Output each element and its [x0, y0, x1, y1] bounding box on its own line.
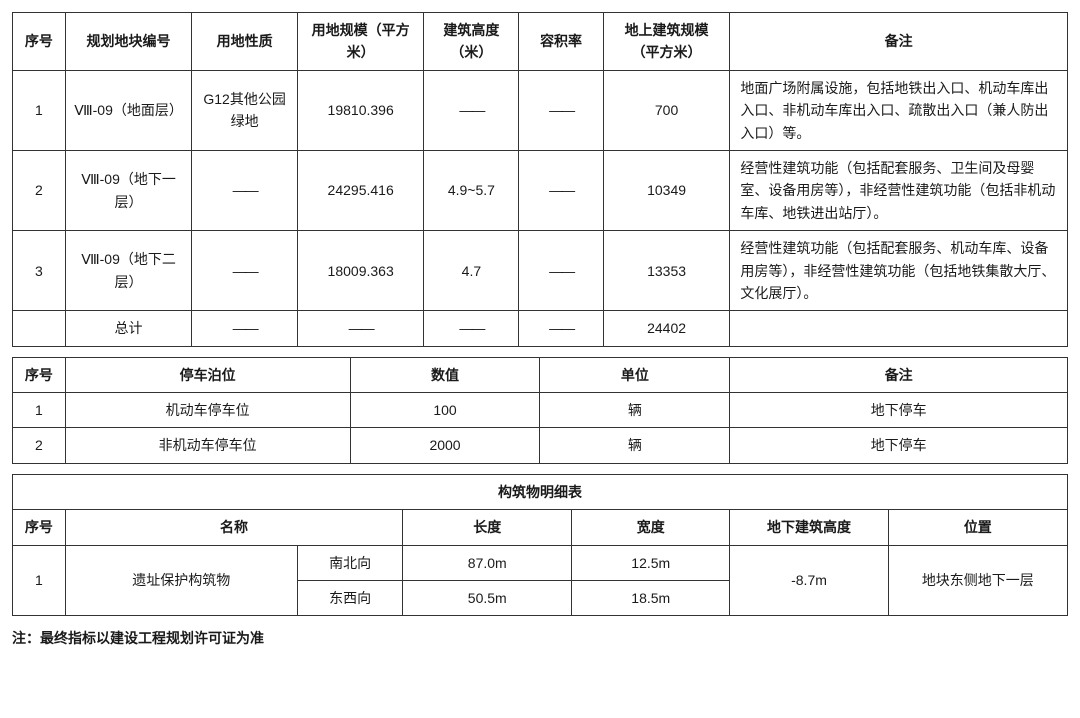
cell-seq: 2: [13, 150, 66, 230]
table-row: 2 Ⅷ-09（地下一层） —— 24295.416 4.9~5.7 —— 103…: [13, 150, 1068, 230]
table-header-row: 序号 停车泊位 数值 单位 备注: [13, 357, 1068, 392]
cell-value: 2000: [350, 428, 540, 463]
col-position: 位置: [888, 510, 1067, 545]
col-seq: 序号: [13, 13, 66, 71]
cell-floorarea: 13353: [603, 231, 730, 311]
cell-total-landuse: ——: [192, 311, 298, 346]
cell-width: 12.5m: [572, 545, 730, 580]
cell-remarks: 地下停车: [730, 428, 1068, 463]
cell-seq: 1: [13, 545, 66, 616]
cell-name: 遗址保护构筑物: [65, 545, 297, 616]
cell-seq: 1: [13, 70, 66, 150]
cell-remarks: 经营性建筑功能（包括配套服务、卫生间及母婴室、设备用房等），非经营性建筑功能（包…: [730, 150, 1068, 230]
cell-seq: 2: [13, 428, 66, 463]
col-parking: 停车泊位: [65, 357, 350, 392]
col-far: 容积率: [519, 13, 603, 71]
col-length: 长度: [403, 510, 572, 545]
cell-floorarea: 700: [603, 70, 730, 150]
cell-total-landarea: ——: [297, 311, 424, 346]
cell-position: 地块东侧地下一层: [888, 545, 1067, 616]
cell-parking: 非机动车停车位: [65, 428, 350, 463]
col-width: 宽度: [572, 510, 730, 545]
table-total-row: 总计 —— —— —— —— 24402: [13, 311, 1068, 346]
table-row: 1 遗址保护构筑物 南北向 87.0m 12.5m -8.7m 地块东侧地下一层: [13, 545, 1068, 580]
cell-ugheight: -8.7m: [730, 545, 888, 616]
cell-far: ——: [519, 231, 603, 311]
land-use-table: 序号 规划地块编号 用地性质 用地规模（平方米） 建筑高度（米） 容积率 地上建…: [12, 12, 1068, 347]
cell-remarks: 经营性建筑功能（包括配套服务、机动车库、设备用房等），非经营性建筑功能（包括地铁…: [730, 231, 1068, 311]
cell-total-height: ——: [424, 311, 519, 346]
col-remarks: 备注: [730, 357, 1068, 392]
cell-landuse: G12其他公园绿地: [192, 70, 298, 150]
col-seq: 序号: [13, 510, 66, 545]
cell-landuse: ——: [192, 231, 298, 311]
cell-direction: 东西向: [297, 581, 403, 616]
col-ugheight: 地下建筑高度: [730, 510, 888, 545]
cell-length: 87.0m: [403, 545, 572, 580]
cell-total-blank: [13, 311, 66, 346]
cell-unit: 辆: [540, 428, 730, 463]
parking-table: 序号 停车泊位 数值 单位 备注 1 机动车停车位 100 辆 地下停车 2 非…: [12, 357, 1068, 464]
cell-direction: 南北向: [297, 545, 403, 580]
table-row: 3 Ⅷ-09（地下二层） —— 18009.363 4.7 —— 13353 经…: [13, 231, 1068, 311]
cell-total-remarks: [730, 311, 1068, 346]
col-unit: 单位: [540, 357, 730, 392]
col-value: 数值: [350, 357, 540, 392]
col-height: 建筑高度（米）: [424, 13, 519, 71]
table-header-row: 序号 名称 长度 宽度 地下建筑高度 位置: [13, 510, 1068, 545]
cell-height: 4.7: [424, 231, 519, 311]
cell-far: ——: [519, 150, 603, 230]
cell-height: ——: [424, 70, 519, 150]
table-row: 1 机动车停车位 100 辆 地下停车: [13, 393, 1068, 428]
table-row: 2 非机动车停车位 2000 辆 地下停车: [13, 428, 1068, 463]
cell-value: 100: [350, 393, 540, 428]
table-title: 构筑物明细表: [13, 474, 1068, 509]
cell-seq: 3: [13, 231, 66, 311]
col-seq: 序号: [13, 357, 66, 392]
table-header-row: 序号 规划地块编号 用地性质 用地规模（平方米） 建筑高度（米） 容积率 地上建…: [13, 13, 1068, 71]
cell-plot: Ⅷ-09（地下二层）: [65, 231, 192, 311]
cell-length: 50.5m: [403, 581, 572, 616]
table-row: 1 Ⅷ-09（地面层） G12其他公园绿地 19810.396 —— —— 70…: [13, 70, 1068, 150]
cell-total-far: ——: [519, 311, 603, 346]
cell-height: 4.9~5.7: [424, 150, 519, 230]
col-name: 名称: [65, 510, 403, 545]
cell-landarea: 19810.396: [297, 70, 424, 150]
structure-detail-table: 构筑物明细表 序号 名称 长度 宽度 地下建筑高度 位置 1 遗址保护构筑物 南…: [12, 474, 1068, 617]
cell-landarea: 18009.363: [297, 231, 424, 311]
cell-unit: 辆: [540, 393, 730, 428]
cell-parking: 机动车停车位: [65, 393, 350, 428]
cell-landuse: ——: [192, 150, 298, 230]
cell-plot: Ⅷ-09（地下一层）: [65, 150, 192, 230]
footnote: 注：最终指标以建设工程规划许可证为准: [12, 628, 1068, 648]
col-floorarea: 地上建筑规模（平方米）: [603, 13, 730, 71]
cell-plot: Ⅷ-09（地面层）: [65, 70, 192, 150]
cell-landarea: 24295.416: [297, 150, 424, 230]
cell-remarks: 地面广场附属设施，包括地铁出入口、机动车库出入口、非机动车库出入口、疏散出入口（…: [730, 70, 1068, 150]
col-remarks: 备注: [730, 13, 1068, 71]
cell-far: ——: [519, 70, 603, 150]
cell-total-label: 总计: [65, 311, 192, 346]
col-landarea: 用地规模（平方米）: [297, 13, 424, 71]
table-title-row: 构筑物明细表: [13, 474, 1068, 509]
cell-floorarea: 10349: [603, 150, 730, 230]
col-plot: 规划地块编号: [65, 13, 192, 71]
cell-remarks: 地下停车: [730, 393, 1068, 428]
cell-width: 18.5m: [572, 581, 730, 616]
col-landuse: 用地性质: [192, 13, 298, 71]
cell-seq: 1: [13, 393, 66, 428]
cell-total-floorarea: 24402: [603, 311, 730, 346]
